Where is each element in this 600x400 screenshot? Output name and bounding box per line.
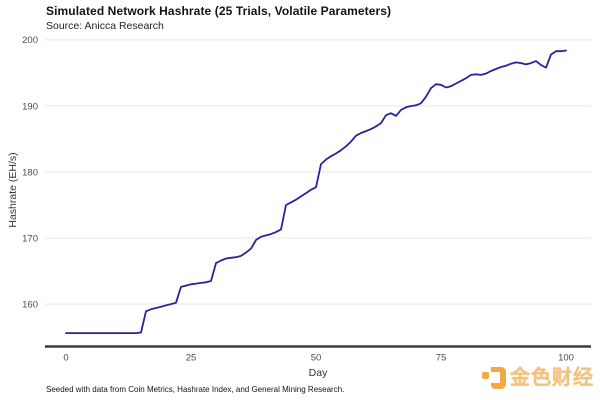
hashrate-series-line (65, 49, 567, 335)
logo-dot (482, 372, 489, 379)
y-axis-title: Hashrate (EH/s) (7, 152, 19, 228)
x-tick-label: 0 (63, 353, 68, 364)
chart-subtitle: Source: Anicca Research (46, 20, 164, 32)
x-tick-label: 75 (436, 353, 447, 364)
source-caption: Seeded with data from Coin Metrics, Hash… (46, 385, 345, 394)
y-tick-label: 160 (22, 299, 38, 310)
y-tick-label: 190 (22, 101, 38, 112)
chart-title: Simulated Network Hashrate (25 Trials, V… (46, 4, 392, 18)
x-axis-title: Day (308, 367, 328, 379)
y-tick-label: 180 (22, 167, 38, 178)
watermark-text: 金色财经 (510, 367, 594, 389)
y-tick-label: 200 (22, 35, 38, 46)
jinse-finance-logo-icon (482, 365, 506, 391)
y-tick-label: 170 (22, 233, 38, 244)
x-tick-label: 50 (311, 353, 322, 364)
logo-bracket (491, 367, 506, 389)
watermark: 金色财经 (482, 365, 594, 391)
x-tick-label: 100 (558, 353, 574, 364)
x-tick-label: 25 (186, 353, 197, 364)
